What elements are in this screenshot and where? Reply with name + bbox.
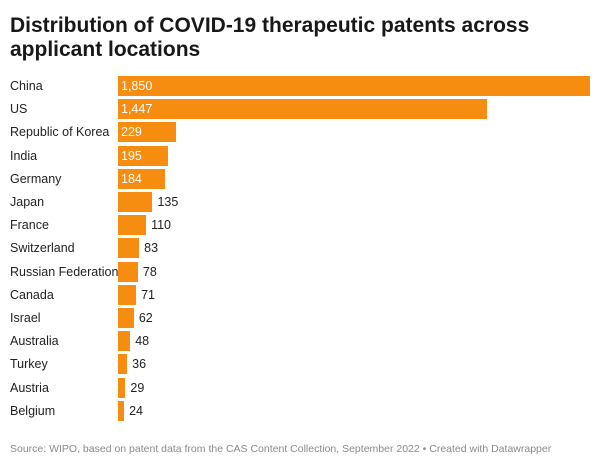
category-label: Switzerland xyxy=(10,241,75,256)
category-label: Russian Federation xyxy=(10,264,119,279)
bar xyxy=(118,76,590,96)
bar-value-label: 24 xyxy=(129,403,144,418)
source-note: Source: WIPO, based on patent data from … xyxy=(10,443,552,455)
category-label: Israel xyxy=(10,311,41,325)
bar xyxy=(118,99,488,120)
category-label: Belgium xyxy=(10,403,56,418)
bar-value-label: 229 xyxy=(121,125,142,140)
category-label: Republic of Korea xyxy=(10,125,110,140)
category-label: Canada xyxy=(10,287,54,302)
bar-value-label: 29 xyxy=(130,380,145,395)
category-label: Turkey xyxy=(10,357,48,372)
bar-value-label: 62 xyxy=(138,311,153,325)
bar xyxy=(118,145,168,166)
bar-value-label: 110 xyxy=(151,218,171,233)
bar-value-label: 184 xyxy=(121,171,142,186)
bar xyxy=(118,284,137,305)
category-label: Germany xyxy=(10,171,62,186)
bar-value-label: 36 xyxy=(132,357,147,372)
bar-value-label: 135 xyxy=(157,195,179,209)
bar xyxy=(118,122,177,143)
bar xyxy=(118,238,140,259)
bar-value-label: 195 xyxy=(121,148,142,163)
bar-value-label: 48 xyxy=(135,334,150,349)
bar-value-label: 78 xyxy=(142,264,157,279)
bar xyxy=(118,354,128,375)
category-label: Austria xyxy=(10,380,49,395)
bar xyxy=(118,192,153,212)
bar xyxy=(118,400,125,421)
bar xyxy=(118,168,165,189)
chart-title: Distribution of COVID-19 therapeutic pat… xyxy=(10,14,530,61)
bar xyxy=(118,215,147,236)
category-label: US xyxy=(10,102,28,117)
category-label: Japan xyxy=(10,195,45,209)
category-label: Australia xyxy=(10,334,59,349)
category-label: China xyxy=(10,79,43,93)
bar-value-label: 1,447 xyxy=(121,102,153,117)
category-label: India xyxy=(10,148,38,163)
bar xyxy=(118,308,134,328)
bar-value-label: 71 xyxy=(141,287,156,302)
bar-value-label: 83 xyxy=(144,241,159,256)
bar-value-label: 1,850 xyxy=(121,79,153,93)
category-label: France xyxy=(10,218,49,233)
bar xyxy=(118,377,126,398)
bar xyxy=(118,261,138,282)
bar xyxy=(118,331,131,352)
